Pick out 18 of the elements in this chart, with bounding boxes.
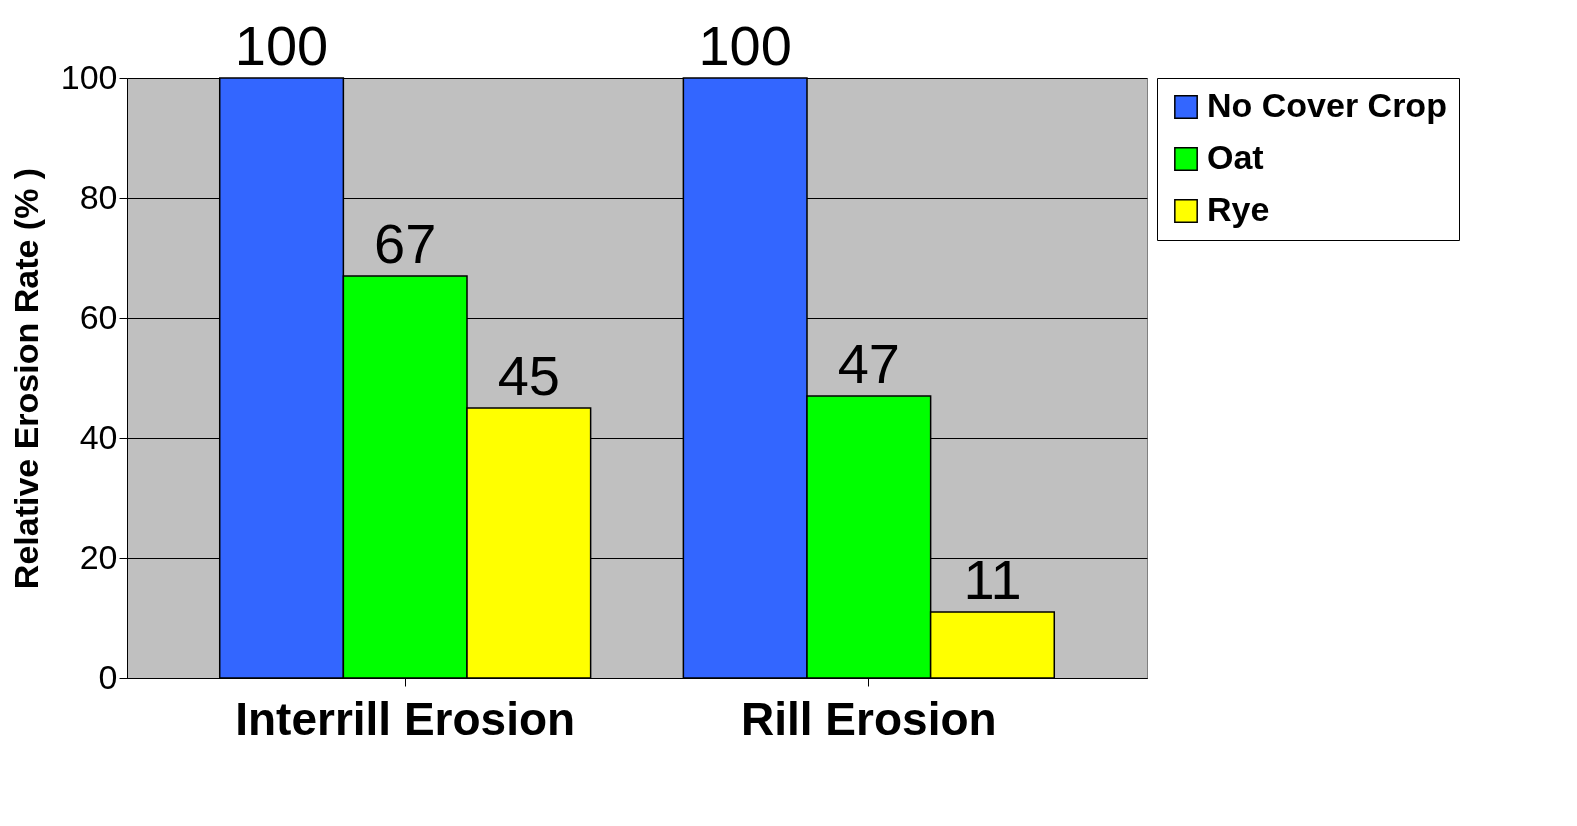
y-tick-label: 0	[98, 657, 118, 696]
data-label: 100	[234, 14, 329, 77]
y-tick-label: 60	[79, 297, 118, 336]
y-tick-label: 40	[79, 417, 118, 456]
y-tick-label: 20	[79, 537, 118, 576]
legend-label: No Cover Crop	[1207, 86, 1447, 124]
data-label: 11	[963, 548, 1022, 611]
data-label: 100	[698, 14, 792, 77]
data-label: 47	[837, 332, 900, 395]
y-axis-title: Relative Erosion Rate (% )	[6, 167, 45, 590]
legend-label: Rye	[1207, 190, 1270, 228]
data-label: 67	[374, 212, 437, 275]
y-tick-label: 100	[60, 57, 118, 96]
x-tick-label: Interrill Erosion	[235, 692, 576, 745]
y-tick-label: 80	[79, 177, 118, 216]
x-tick-label: Rill Erosion	[741, 692, 997, 745]
legend-label: Oat	[1207, 138, 1264, 176]
data-label: 45	[497, 344, 560, 407]
